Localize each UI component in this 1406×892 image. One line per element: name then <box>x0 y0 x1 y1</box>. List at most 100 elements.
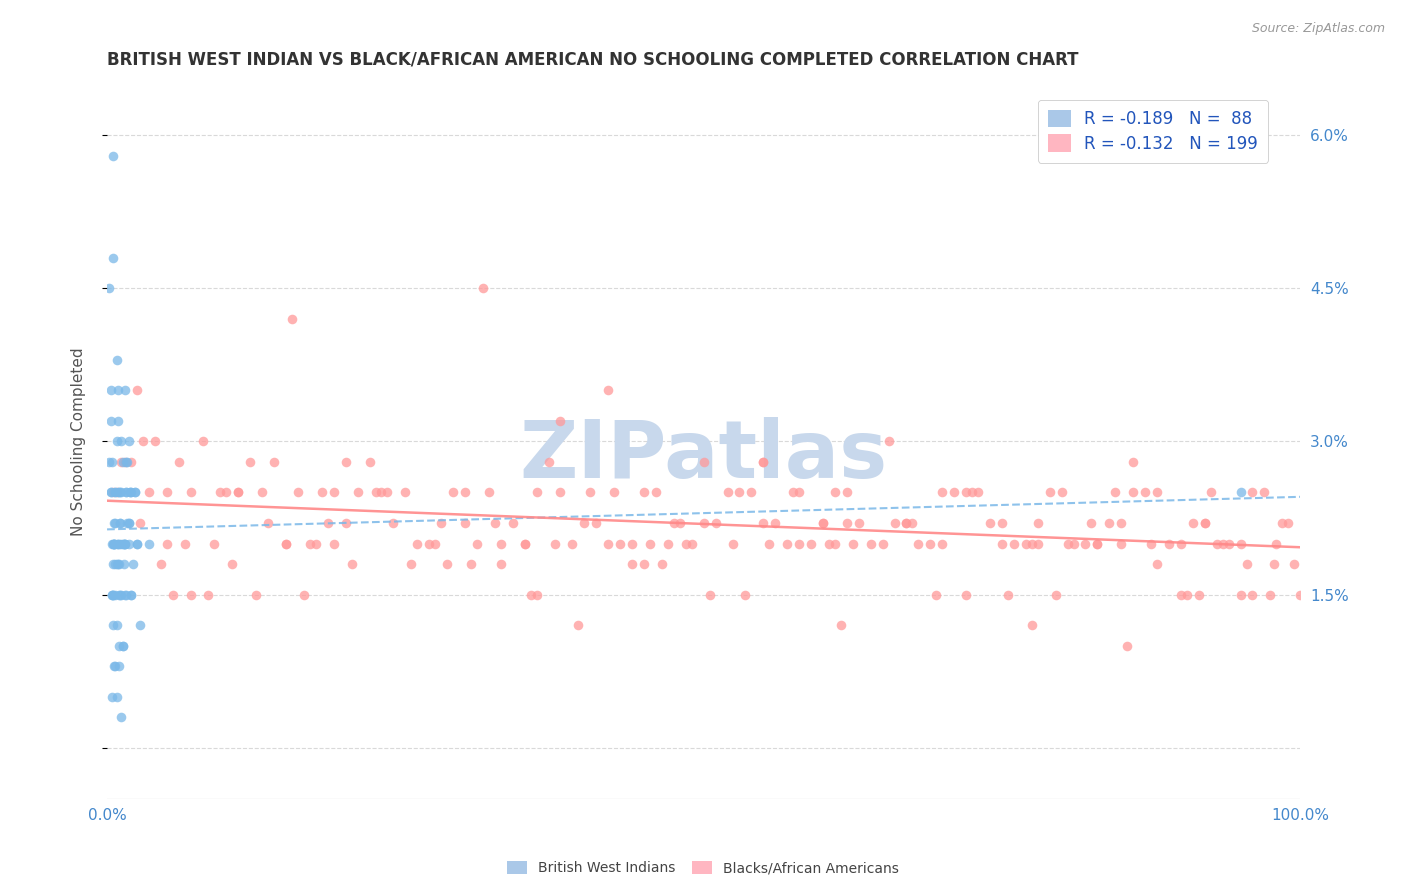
Point <box>471 281 494 295</box>
Point <box>991 536 1014 550</box>
Point <box>101 588 124 602</box>
Point <box>377 485 399 500</box>
Point <box>108 639 131 653</box>
Point <box>287 485 309 500</box>
Point <box>118 485 141 500</box>
Point <box>108 659 131 673</box>
Point <box>197 588 219 602</box>
Point <box>101 588 124 602</box>
Point <box>104 659 127 673</box>
Point <box>513 536 536 550</box>
Point <box>108 516 131 530</box>
Point <box>110 434 132 449</box>
Point <box>110 455 132 469</box>
Point <box>883 516 905 530</box>
Point <box>346 485 368 500</box>
Point <box>811 516 834 530</box>
Point <box>120 588 142 602</box>
Point <box>107 557 129 571</box>
Point <box>609 536 631 550</box>
Point <box>364 485 387 500</box>
Point <box>1039 485 1062 500</box>
Point <box>173 536 195 550</box>
Point <box>100 485 122 500</box>
Point <box>110 536 132 550</box>
Point <box>662 516 685 530</box>
Point <box>1241 485 1264 500</box>
Point <box>1277 516 1299 530</box>
Point <box>1002 536 1025 550</box>
Point <box>120 485 142 500</box>
Point <box>1170 588 1192 602</box>
Point <box>114 455 136 469</box>
Point <box>382 516 405 530</box>
Point <box>101 557 124 571</box>
Point <box>901 516 924 530</box>
Point <box>1157 536 1180 550</box>
Point <box>1205 536 1227 550</box>
Point <box>101 588 124 602</box>
Point <box>107 414 129 428</box>
Point <box>125 536 148 550</box>
Point <box>425 536 447 550</box>
Point <box>104 485 127 500</box>
Point <box>107 485 129 500</box>
Point <box>117 536 139 550</box>
Point <box>335 516 357 530</box>
Point <box>835 516 858 530</box>
Point <box>519 588 541 602</box>
Point <box>191 434 214 449</box>
Point <box>716 485 738 500</box>
Point <box>668 516 690 530</box>
Point <box>394 485 416 500</box>
Point <box>704 516 727 530</box>
Point <box>1122 455 1144 469</box>
Point <box>818 536 841 550</box>
Point <box>991 516 1014 530</box>
Point <box>105 690 128 704</box>
Point <box>1080 516 1102 530</box>
Point <box>101 251 124 265</box>
Point <box>734 588 756 602</box>
Point <box>692 516 714 530</box>
Point <box>537 455 560 469</box>
Point <box>117 516 139 530</box>
Point <box>111 639 134 653</box>
Text: Source: ZipAtlas.com: Source: ZipAtlas.com <box>1251 22 1385 36</box>
Point <box>1236 557 1258 571</box>
Point <box>478 485 501 500</box>
Point <box>115 588 138 602</box>
Point <box>1056 536 1078 550</box>
Point <box>103 536 125 550</box>
Point <box>125 536 148 550</box>
Point <box>758 536 780 550</box>
Point <box>567 618 589 632</box>
Point <box>585 516 607 530</box>
Point <box>105 434 128 449</box>
Point <box>763 516 786 530</box>
Point <box>108 588 131 602</box>
Point <box>124 485 146 500</box>
Point <box>100 384 122 398</box>
Point <box>1229 485 1251 500</box>
Legend: British West Indians, Blacks/African Americans: British West Indians, Blacks/African Ame… <box>502 855 904 880</box>
Point <box>101 618 124 632</box>
Point <box>955 485 977 500</box>
Point <box>920 536 942 550</box>
Point <box>117 516 139 530</box>
Point <box>108 485 131 500</box>
Point <box>1229 588 1251 602</box>
Point <box>1087 536 1109 550</box>
Point <box>124 485 146 500</box>
Point <box>114 536 136 550</box>
Point <box>526 588 548 602</box>
Point <box>111 639 134 653</box>
Point <box>101 690 124 704</box>
Point <box>638 536 661 550</box>
Point <box>1116 639 1139 653</box>
Point <box>633 485 655 500</box>
Point <box>298 536 321 550</box>
Point <box>98 281 121 295</box>
Point <box>156 536 179 550</box>
Point <box>787 485 810 500</box>
